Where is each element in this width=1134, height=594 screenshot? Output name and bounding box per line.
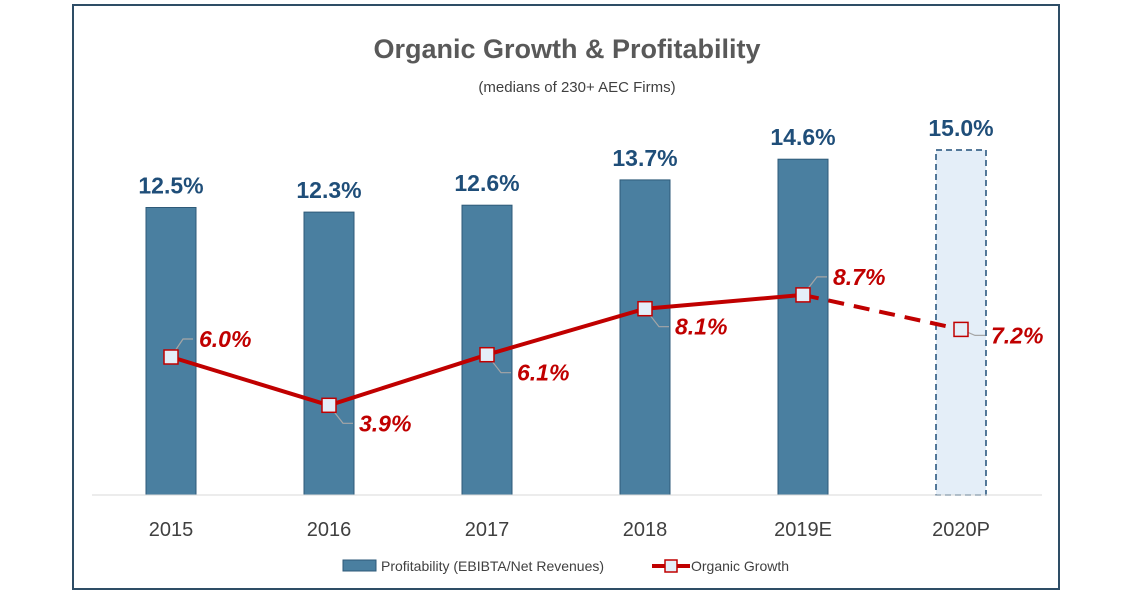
line-segment (328, 352, 488, 408)
x-tick-2017: 2017 (465, 519, 510, 541)
line-marker-2016 (321, 397, 337, 414)
bar-label-2018: 13.7% (612, 145, 677, 171)
bar-2018 (619, 179, 671, 496)
bar-label-2015: 12.5% (138, 173, 203, 199)
line-segment (802, 292, 962, 332)
line-marker-2017 (479, 346, 495, 363)
line-marker-2019E (795, 287, 811, 303)
x-tick-2015: 2015 (149, 519, 194, 541)
legend-line-marker (664, 559, 678, 573)
x-tick-2016: 2016 (307, 519, 352, 541)
legend-bar-label: Profitability (EBIBTA/Net Revenues) (381, 558, 604, 574)
bar-2019E (777, 158, 829, 496)
chart-frame (72, 4, 1060, 590)
x-tick-2020P: 2020P (932, 519, 990, 541)
line-label-2016: 3.9% (359, 410, 411, 436)
line-marker-2015 (163, 349, 179, 365)
line-label-2019E: 8.7% (833, 264, 885, 290)
bar-label-2019E: 14.6% (770, 124, 835, 150)
bar-label-2017: 12.6% (454, 170, 519, 196)
x-tick-2018: 2018 (623, 519, 668, 541)
line-segment (644, 292, 804, 311)
bar-label-2020P: 15.0% (928, 115, 993, 141)
line-segment (170, 355, 330, 408)
line-marker-2020P (953, 321, 969, 338)
line-marker-2018 (637, 300, 653, 317)
legend-bar-swatch (342, 559, 377, 572)
bar-label-2016: 12.3% (296, 177, 361, 203)
chart-title: Organic Growth & Profitability (373, 34, 760, 64)
legend: Profitability (EBIBTA/Net Revenues) Orga… (342, 558, 789, 574)
line-label-2018: 8.1% (675, 314, 727, 340)
bar-2016 (303, 211, 355, 496)
legend-line-label: Organic Growth (691, 558, 789, 574)
chart-subtitle: (medians of 230+ AEC Firms) (478, 79, 675, 96)
x-tick-2019E: 2019E (774, 519, 832, 541)
line-label-2020P: 7.2% (991, 322, 1043, 348)
line-label-2015: 6.0% (199, 326, 251, 352)
line-label-2017: 6.1% (517, 360, 569, 386)
line-segment (486, 306, 646, 357)
